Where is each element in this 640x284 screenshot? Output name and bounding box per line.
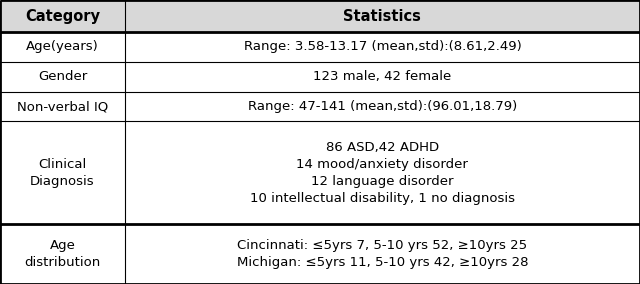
Text: Statistics: Statistics	[344, 9, 421, 24]
Bar	[125, 92, 640, 121]
Bar	[125, 32, 640, 62]
Bar	[0, 32, 125, 62]
Bar	[0, 224, 125, 284]
Bar	[0, 92, 125, 121]
Text: 86 ASD,42 ADHD
14 mood/anxiety disorder
12 language disorder
10 intellectual dis: 86 ASD,42 ADHD 14 mood/anxiety disorder …	[250, 141, 515, 205]
Bar	[0, 0, 125, 32]
Text: Non-verbal IQ: Non-verbal IQ	[17, 100, 108, 113]
Text: Range: 3.58-13.17 (mean,std):(8.61,2.49): Range: 3.58-13.17 (mean,std):(8.61,2.49)	[244, 40, 521, 53]
Text: Clinical
Diagnosis: Clinical Diagnosis	[30, 158, 95, 188]
Bar	[125, 62, 640, 92]
Text: 123 male, 42 female: 123 male, 42 female	[313, 70, 452, 83]
Text: Gender: Gender	[38, 70, 87, 83]
Text: Range: 47-141 (mean,std):(96.01,18.79): Range: 47-141 (mean,std):(96.01,18.79)	[248, 100, 517, 113]
Bar	[0, 121, 125, 224]
Bar	[125, 0, 640, 32]
Text: Age
distribution: Age distribution	[24, 239, 100, 269]
Text: Age(years): Age(years)	[26, 40, 99, 53]
Text: Cincinnati: ≤5yrs 7, 5-10 yrs 52, ≥10yrs 25
Michigan: ≤5yrs 11, 5-10 yrs 42, ≥10: Cincinnati: ≤5yrs 7, 5-10 yrs 52, ≥10yrs…	[237, 239, 528, 269]
Text: Category: Category	[25, 9, 100, 24]
Bar	[0, 62, 125, 92]
Bar	[125, 224, 640, 284]
Bar	[125, 121, 640, 224]
